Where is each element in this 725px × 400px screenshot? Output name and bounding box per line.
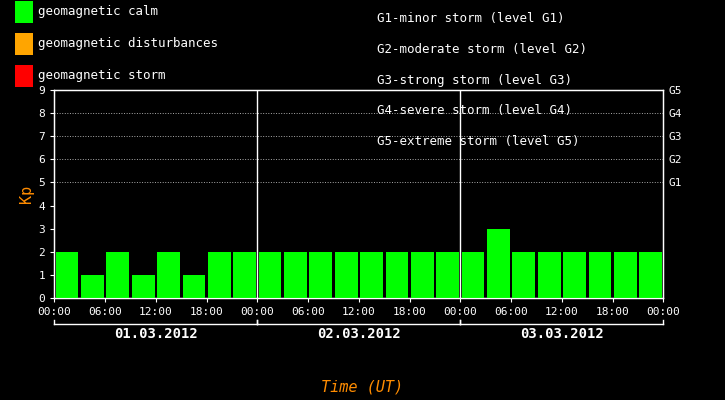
Bar <box>183 275 205 298</box>
Bar <box>386 252 408 298</box>
Bar <box>563 252 586 298</box>
Bar <box>81 275 104 298</box>
Bar <box>513 252 535 298</box>
Bar <box>335 252 357 298</box>
Bar <box>157 252 180 298</box>
Text: geomagnetic disturbances: geomagnetic disturbances <box>38 38 218 50</box>
Text: G4-severe storm (level G4): G4-severe storm (level G4) <box>377 104 572 118</box>
Bar <box>538 252 560 298</box>
Text: 02.03.2012: 02.03.2012 <box>317 327 401 341</box>
Bar <box>233 252 256 298</box>
Bar <box>411 252 434 298</box>
Bar <box>639 252 662 298</box>
Bar <box>208 252 231 298</box>
Bar <box>436 252 459 298</box>
Bar <box>284 252 307 298</box>
Text: G5-extreme storm (level G5): G5-extreme storm (level G5) <box>377 135 579 148</box>
Bar <box>462 252 484 298</box>
Text: geomagnetic storm: geomagnetic storm <box>38 70 166 82</box>
Bar <box>360 252 383 298</box>
Bar <box>487 229 510 298</box>
Bar <box>310 252 332 298</box>
Y-axis label: Kp: Kp <box>20 185 34 203</box>
Bar <box>107 252 129 298</box>
Bar <box>614 252 637 298</box>
Text: 03.03.2012: 03.03.2012 <box>520 327 604 341</box>
Text: geomagnetic calm: geomagnetic calm <box>38 6 159 18</box>
Bar <box>132 275 154 298</box>
Text: G1-minor storm (level G1): G1-minor storm (level G1) <box>377 12 565 25</box>
Text: G2-moderate storm (level G2): G2-moderate storm (level G2) <box>377 43 587 56</box>
Text: Time (UT): Time (UT) <box>321 379 404 394</box>
Text: G3-strong storm (level G3): G3-strong storm (level G3) <box>377 74 572 87</box>
Bar <box>259 252 281 298</box>
Text: 01.03.2012: 01.03.2012 <box>114 327 198 341</box>
Bar <box>589 252 611 298</box>
Bar <box>56 252 78 298</box>
